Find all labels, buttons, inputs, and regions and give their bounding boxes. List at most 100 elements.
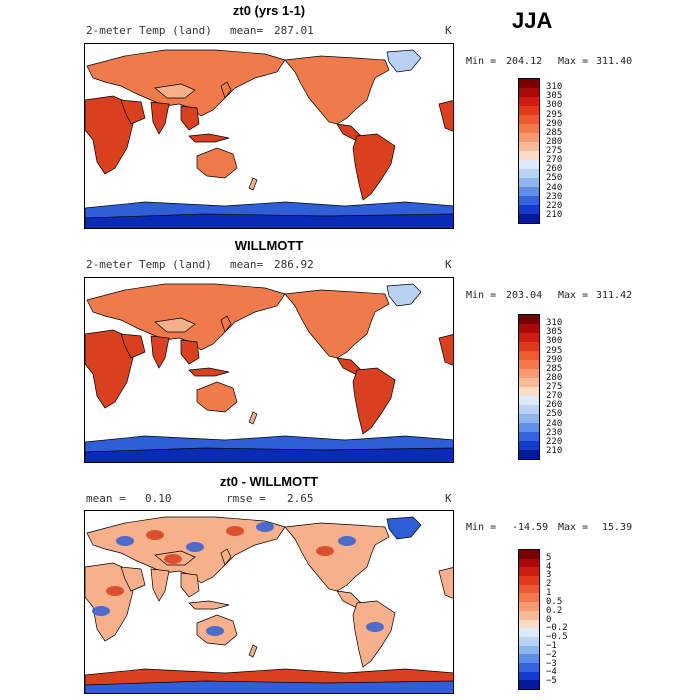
anomaly-patch (256, 522, 274, 532)
colorbar-swatch (519, 342, 539, 351)
colorbar-label: −4 (546, 667, 557, 678)
colorbar-swatch (519, 414, 539, 423)
colorbar-swatch (519, 680, 539, 689)
anomaly-patch (338, 536, 356, 546)
colorbar-label: 4 (546, 561, 552, 572)
landmass-arabia (120, 333, 146, 359)
colorbar-swatch (519, 205, 539, 214)
rmse-value: 2.65 (287, 492, 314, 505)
anomaly-patch (146, 530, 164, 540)
landmass-greenland (386, 49, 422, 73)
colorbar-swatch (519, 387, 539, 396)
colorbar-label: 5 (546, 552, 552, 563)
landmass-se-asia (180, 572, 200, 598)
colorbar-label: 290 (546, 118, 563, 129)
landmass-arabia (120, 566, 146, 592)
panel-title: zt0 - WILLMOTT (219, 474, 319, 489)
landmass-indonesia (188, 133, 230, 143)
landmass-new-zealand (248, 411, 258, 425)
landmass-india (150, 568, 170, 602)
colorbar-label: 300 (546, 336, 563, 347)
landmass-north-america (284, 55, 390, 125)
units-label: K (445, 24, 452, 37)
landmass-japan (220, 548, 232, 566)
colorbar-swatch (519, 324, 539, 333)
landmass-antarctica-interior (85, 680, 453, 693)
colorbar-label: 250 (546, 173, 563, 184)
landmass-north-america (284, 289, 390, 359)
colorbar-swatch (519, 333, 539, 342)
map-difference (84, 510, 454, 694)
map-observation (84, 277, 454, 463)
colorbar-swatch (519, 106, 539, 115)
colorbar-label: 285 (546, 127, 563, 138)
colorbar-swatch (519, 369, 539, 378)
colorbar-label: 280 (546, 136, 563, 147)
map-plot (85, 283, 453, 462)
colorbar-label: 1 (546, 588, 552, 599)
colorbar-swatch (519, 405, 539, 414)
colorbar-label: 260 (546, 164, 563, 175)
anomaly-patch (226, 526, 244, 536)
colorbar-swatch (519, 645, 539, 655)
colorbar-label: 0.2 (546, 605, 563, 616)
rmse-label: rmse = (226, 492, 266, 505)
landmass-arabia (120, 99, 146, 125)
units-label: K (445, 258, 452, 271)
colorbar-label: 220 (546, 436, 563, 447)
colorbar-label: 290 (546, 354, 563, 365)
colorbar-label: 295 (546, 345, 563, 356)
colorbar-swatch (519, 187, 539, 196)
colorbar-swatch (519, 619, 539, 629)
max-value: 15.39 (602, 522, 633, 533)
colorbar-swatch (519, 671, 539, 681)
landmass-indonesia (188, 600, 230, 610)
colorbar-label: −2 (546, 649, 557, 660)
landmass-tibet (154, 317, 196, 333)
landmass-japan (220, 81, 232, 99)
landmass-west-africa-edge (438, 100, 453, 132)
colorbar-label: −0.2 (546, 623, 568, 634)
min-label: Min = (466, 522, 497, 533)
colorbar-swatch (519, 196, 539, 205)
max-value: 311.42 (596, 290, 633, 301)
landmass-antarctica-interior (85, 213, 453, 228)
variable-label: 2-meter Temp (land) (86, 258, 212, 271)
colorbar-swatch (519, 142, 539, 151)
colorbar-label: 2 (546, 579, 552, 590)
colorbar-swatch (519, 636, 539, 646)
map-plot (85, 49, 453, 228)
colorbar-label: 0.5 (546, 596, 563, 607)
colorbar-label: 310 (546, 318, 563, 329)
colorbar-swatch (519, 160, 539, 169)
landmass-india (150, 101, 170, 135)
colorbar-swatch (519, 360, 539, 369)
colorbar-label: 270 (546, 391, 563, 402)
season-title: JJA (512, 8, 553, 33)
colorbar-swatch (519, 558, 539, 568)
mean-value: 0.10 (145, 492, 172, 505)
units-label: K (445, 492, 452, 505)
anomaly-patch (366, 622, 384, 632)
colorbar-label: −3 (546, 658, 557, 669)
landmass-eurasia (86, 283, 286, 351)
colorbar-label: −5 (546, 676, 557, 687)
landmass-eurasia (86, 49, 286, 117)
landmass-west-africa-edge (438, 334, 453, 366)
colorbar-label: 240 (546, 418, 563, 429)
colorbar-swatch (519, 576, 539, 585)
max-label: Max = (558, 290, 589, 301)
colorbar-swatch (519, 151, 539, 160)
colorbar-swatch (519, 79, 539, 88)
landmass-greenland (386, 283, 422, 307)
anomaly-patch (206, 626, 224, 636)
colorbar-swatch (519, 602, 539, 611)
mean-value: 287.01 (274, 24, 314, 37)
anomaly-patch (316, 546, 334, 556)
colorbar-label: 0 (546, 614, 552, 625)
landmass-new-zealand (248, 644, 258, 658)
landmass-se-asia (180, 339, 200, 365)
colorbar-swatch (519, 378, 539, 387)
anomaly-patch (106, 586, 124, 596)
colorbar-label: −0.5 (546, 632, 568, 643)
